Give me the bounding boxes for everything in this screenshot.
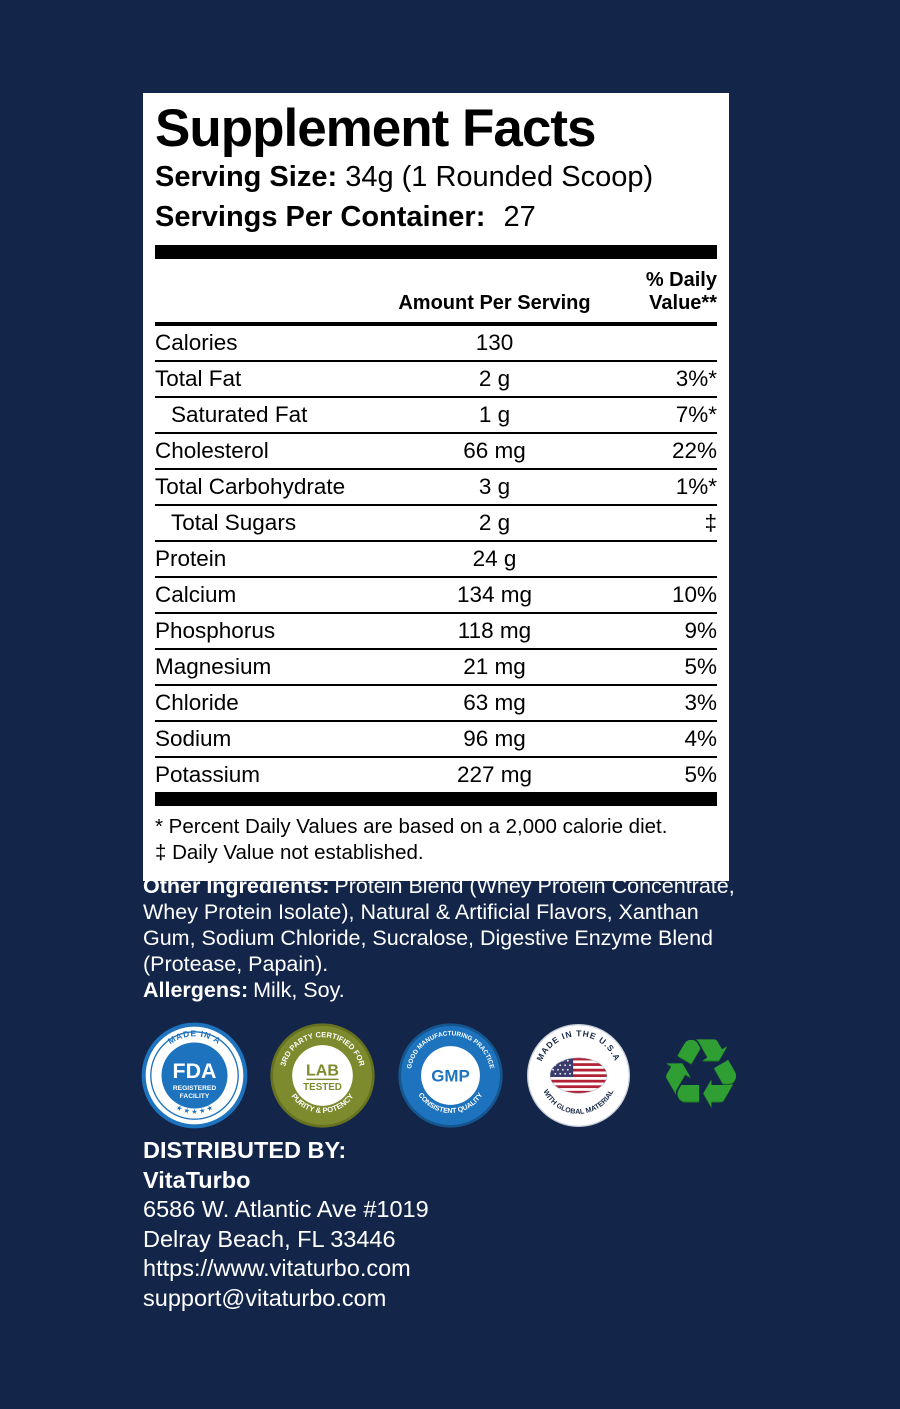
nutrient-daily-value: 5% (684, 761, 717, 787)
nutrient-label: Phosphorus (155, 617, 276, 643)
nutrient-amount: 2 g (478, 365, 511, 391)
nutrient-daily-value: 3%* (675, 365, 717, 391)
nutrient-daily-value: 4% (684, 725, 717, 751)
ingredients-section: Other Ingredients: Protein Blend (Whey Pr… (143, 873, 743, 1003)
servings-label: Servings Per Container: (155, 200, 486, 233)
nutrient-row: Total Sugars 2 g ‡ (155, 503, 717, 540)
nutrient-row: Chloride 63 mg 3% (155, 683, 717, 720)
fda-line3-text: FACILITY (180, 1092, 210, 1099)
nutrient-daily-value: 3% (684, 689, 717, 715)
nutrient-label: Magnesium (155, 653, 272, 679)
nutrient-amount: 130 (475, 329, 514, 355)
nutrient-daily-value: 5% (684, 653, 717, 679)
nutrient-daily-value: 1%* (675, 473, 717, 499)
panel-title: Supplement Facts (155, 99, 596, 158)
distributor-address-line2: Delray Beach, FL 33446 (143, 1225, 396, 1252)
recycle-icon: ♻ (657, 1017, 745, 1130)
nutrient-row: Cholesterol 66 mg 22% (155, 431, 717, 468)
svg-text:★ ★ ★ ★ ★: ★ ★ ★ ★ ★ (175, 1103, 215, 1115)
made-in-usa-badge: MADE IN THE U.S.A WITH GLOBAL MATERIAL (527, 1023, 630, 1127)
nutrient-row: Phosphorus 118 mg 9% (155, 611, 717, 648)
nutrient-daily-value: 22% (671, 437, 717, 463)
gmp-center-text: GMP (431, 1066, 470, 1085)
footnote-dagger: ‡ Daily Value not established. (155, 841, 424, 865)
nutrient-label: Calcium (155, 581, 237, 607)
nutrient-amount: 118 mg (457, 617, 532, 643)
nutrient-row: Total Carbohydrate 3 g 1%* (155, 467, 717, 504)
nutrient-label: Total Fat (155, 365, 242, 391)
other-ingredients-label: Other Ingredients: (143, 874, 330, 898)
nutrient-row: Total Fat 2 g 3%* (155, 359, 717, 396)
nutrient-amount: 66 mg (463, 437, 526, 463)
nutrient-daily-value: ‡ (704, 509, 717, 535)
serving-size-label: Serving Size: (155, 161, 338, 194)
nutrient-label: Protein (155, 545, 227, 571)
nutrient-amount: 63 mg (463, 689, 526, 715)
header-daily-value: % Daily Value** (645, 268, 717, 314)
distributor-section: DISTRIBUTED BY: VitaTurbo 6586 W. Atlant… (143, 1136, 429, 1313)
footnote-daily-value: * Percent Daily Values are based on a 2,… (155, 814, 668, 838)
nutrient-amount: 96 mg (463, 725, 526, 751)
nutrient-daily-value: 9% (684, 617, 717, 643)
nutrient-amount: 2 g (478, 509, 511, 535)
nutrient-row: Saturated Fat 1 g 7%* (155, 395, 717, 432)
nutrient-amount: 134 mg (456, 581, 533, 607)
other-ingredients-value: Protein Blend (Whey Protein Concentrate,… (143, 874, 735, 976)
lab-divider-line (306, 1078, 339, 1080)
allergens-label: Allergens: (143, 978, 249, 1002)
fda-line2-text: REGISTERED (173, 1084, 217, 1091)
lab-tested-badge: 3RD PARTY CERTIFIED FOR PURITY & POTENCY… (270, 1022, 375, 1128)
divider-thick-bottom (155, 791, 717, 806)
distributor-address-line1: 6586 W. Atlantic Ave #1019 (143, 1196, 429, 1222)
nutrient-label: Total Carbohydrate (155, 473, 346, 499)
divider-thick-top (155, 244, 717, 259)
lab-line2-text: TESTED (303, 1081, 342, 1092)
distributor-email: support@vitaturbo.com (143, 1284, 387, 1311)
footnotes: * Percent Daily Values are based on a 2,… (155, 806, 717, 871)
nutrient-row: Calories 130 (155, 326, 717, 360)
nutrient-daily-value: 10% (671, 581, 717, 607)
other-ingredients: Other Ingredients: Protein Blend (Whey Pr… (143, 873, 743, 977)
allergens: Allergens: Milk, Soy. (143, 977, 743, 1003)
allergens-value: Milk, Soy. (253, 978, 345, 1002)
distributed-by-heading: DISTRIBUTED BY: (143, 1137, 347, 1163)
nutrient-row: Protein 24 g (155, 539, 717, 576)
nutrient-label: Sodium (155, 725, 232, 751)
nutrient-amount: 1 g (478, 401, 511, 427)
servings-value: 27 (503, 200, 536, 233)
nutrient-label: Cholesterol (155, 437, 269, 463)
nutrient-row: Calcium 134 mg 10% (155, 575, 717, 612)
nutrient-amount: 227 mg (456, 761, 533, 787)
nutrient-amount: 24 g (472, 545, 517, 571)
nutrient-label: Calories (155, 329, 238, 355)
serving-size-line: Serving Size: 34g (1 Rounded Scoop) (155, 158, 717, 197)
header-amount-per-serving: Amount Per Serving (398, 291, 591, 314)
gmp-badge: GOOD MANUFACTURING PRACTICE CONSISTENT Q… (398, 1022, 503, 1128)
nutrient-amount: 3 g (478, 473, 511, 499)
fda-registered-facility-badge: MADE IN A ★ ★ ★ ★ ★ FDA REGISTERED FACIL… (141, 1022, 248, 1128)
table-header: Amount Per Serving % Daily Value** (155, 259, 717, 326)
supplement-facts-panel: Supplement Facts Serving Size: 34g (1 Ro… (143, 93, 729, 881)
nutrient-row: Sodium 96 mg 4% (155, 719, 717, 756)
nutrient-row: Potassium 227 mg 5% (155, 755, 717, 792)
usa-flag (549, 1057, 608, 1093)
nutrient-label: Chloride (155, 689, 239, 715)
serving-size-value: 34g (1 Rounded Scoop) (345, 161, 654, 194)
nutrient-rows: Calories 130 Total Fat 2 g 3%* Saturated… (155, 326, 717, 792)
servings-per-container-line: Servings Per Container: 27 (155, 198, 717, 237)
nutrient-label: Saturated Fat (171, 401, 308, 427)
fda-arc-bottom-stars: ★ ★ ★ ★ ★ (175, 1103, 215, 1115)
lab-center-text: LAB (306, 1061, 339, 1079)
nutrient-row: Magnesium 21 mg 5% (155, 647, 717, 684)
certification-badges: MADE IN A ★ ★ ★ ★ ★ FDA REGISTERED FACIL… (141, 1020, 749, 1130)
nutrient-amount: 21 mg (463, 653, 526, 679)
nutrient-label: Potassium (155, 761, 261, 787)
fda-center-text: FDA (173, 1059, 217, 1083)
distributor-name: VitaTurbo (143, 1166, 251, 1193)
distributor-website: https://www.vitaturbo.com (143, 1255, 411, 1281)
nutrient-daily-value: 7%* (675, 401, 717, 427)
nutrient-label: Total Sugars (171, 509, 297, 535)
